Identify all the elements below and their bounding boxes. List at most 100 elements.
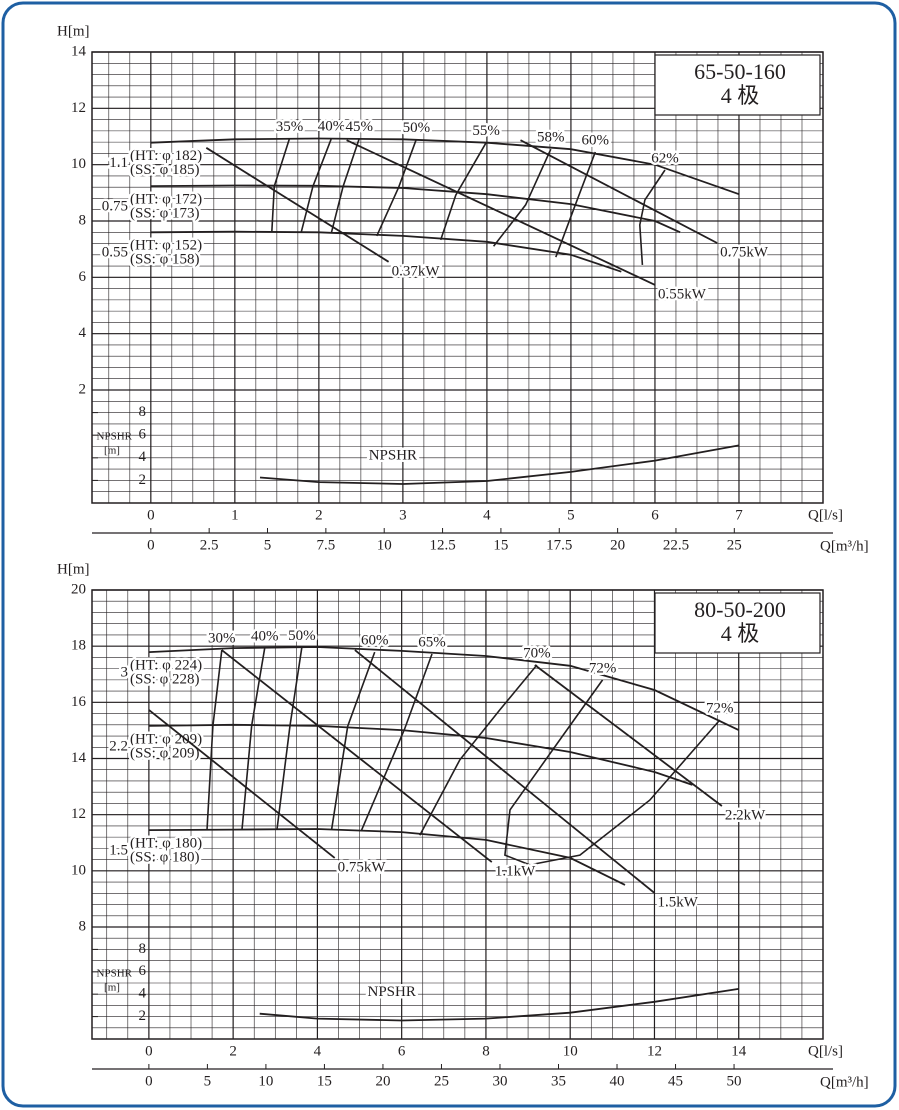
power-label: 2.2kW [725, 807, 766, 823]
efficiency-curve [330, 138, 360, 233]
x-tick-label: 14 [731, 1043, 747, 1059]
x-tick-label: 2 [229, 1043, 237, 1059]
power-label: 0.55kW [658, 286, 707, 302]
x-axis-label: Q[l/s] [808, 507, 843, 523]
head-curve [150, 230, 622, 273]
impeller-label: (HT: φ 172) [130, 192, 202, 208]
x-tick-label: 4 [314, 1043, 322, 1059]
x-tick-label: 7 [735, 507, 743, 523]
efficiency-curve [206, 650, 223, 831]
x2-tick-label: 2.5 [200, 537, 219, 553]
impeller-label: (SS: φ 173) [130, 206, 200, 222]
x2-tick-label: 22.5 [663, 537, 689, 553]
y-tick-label: 20 [71, 581, 86, 597]
y-axis-label: H[m] [57, 561, 90, 577]
impeller-label: (SS: φ 209) [130, 745, 200, 761]
head-curve [148, 646, 740, 731]
x2-tick-label: 7.5 [316, 537, 335, 553]
x2-tick-label: 20 [375, 1073, 390, 1089]
y-tick-label: 18 [71, 638, 86, 654]
y2-axis-unit: [m] [104, 445, 120, 457]
head-curve-label: 0.75 [102, 199, 128, 215]
y2-tick-label: 2 [139, 1008, 147, 1024]
chart-subtitle: 4 极 [721, 83, 760, 108]
power-curve [221, 649, 493, 863]
y-tick-label: 10 [71, 156, 86, 172]
x-tick-label: 0 [145, 1043, 153, 1059]
x-tick-label: 2 [315, 507, 323, 523]
impeller-label: (HT: φ 182) [130, 148, 202, 164]
impeller-label: (HT: φ 224) [130, 658, 202, 674]
efficiency-curve [492, 148, 552, 247]
x2-tick-label: 12.5 [429, 537, 455, 553]
efficiency-curve [241, 647, 266, 830]
y-axis-label: H[m] [57, 23, 90, 39]
head-curve-label: 3 [121, 665, 129, 681]
title-box [654, 54, 821, 116]
power-label: 1.5kW [657, 894, 698, 910]
impeller-label: (HT: φ 180) [130, 836, 202, 852]
y2-tick-label: 4 [139, 986, 147, 1002]
head-curve-label: 0.55 [102, 245, 128, 261]
power-label: 0.75kW [338, 859, 387, 875]
power-curve [354, 649, 656, 894]
impeller-label: (SS: φ 185) [130, 162, 200, 178]
x-tick-label: 1 [231, 507, 239, 523]
head-curve [148, 828, 626, 886]
x-tick-label: 8 [482, 1043, 490, 1059]
x2-tick-label: 15 [317, 1073, 332, 1089]
npshr-label: NPSHR [369, 447, 417, 463]
x2-tick-label: 15 [493, 537, 508, 553]
efficiency-curve [276, 647, 303, 830]
efficiency-label: 50% [403, 120, 431, 136]
head-curve [150, 137, 740, 196]
x-tick-label: 12 [647, 1043, 662, 1059]
efficiency-curve [300, 137, 333, 233]
y-tick-label: 4 [79, 325, 87, 341]
efficiency-label: 60% [582, 132, 610, 148]
efficiency-curve [271, 138, 291, 233]
chart-title: 65-50-160 [694, 59, 786, 84]
x2-tick-label: 25 [434, 1073, 449, 1089]
x2-tick-label: 40 [610, 1073, 625, 1089]
head-curve-label: 1.5 [109, 843, 128, 859]
efficiency-label: 60% [361, 633, 389, 649]
head-curve [148, 723, 693, 786]
x2-tick-label: 45 [668, 1073, 683, 1089]
x-tick-label: 5 [567, 507, 575, 523]
y-tick-label: 12 [71, 100, 86, 116]
y2-axis-label: NPSHR [97, 431, 133, 443]
power-label: 0.37kW [392, 263, 441, 279]
efficiency-label: 72% [706, 700, 734, 716]
impeller-label: (SS: φ 158) [130, 252, 200, 268]
x2-tick-label: 30 [492, 1073, 507, 1089]
x2-axis-label: Q[m³/h] [820, 1074, 869, 1090]
npshr-label: NPSHR [367, 984, 415, 1000]
y-tick-label: 8 [79, 918, 87, 934]
x2-tick-label: 35 [551, 1073, 566, 1089]
efficiency-label: 65% [418, 634, 446, 650]
power-label: 0.75kW [720, 244, 769, 260]
power-curve [534, 664, 723, 807]
chart-title: 80-50-200 [694, 597, 786, 622]
impeller-label: (SS: φ 228) [130, 672, 200, 688]
impeller-label: (HT: φ 209) [130, 731, 202, 747]
y-tick-label: 6 [79, 269, 87, 285]
efficiency-curve [376, 139, 418, 237]
y-tick-label: 8 [79, 212, 87, 228]
y-tick-label: 14 [71, 43, 87, 59]
y-tick-label: 16 [71, 694, 87, 710]
x2-tick-label: 10 [377, 537, 392, 553]
efficiency-label: 58% [537, 130, 565, 146]
efficiency-curve [419, 664, 538, 836]
efficiency-label: 50% [288, 628, 316, 644]
x2-tick-label: 5 [264, 537, 272, 553]
title-box [654, 592, 821, 654]
x2-axis-label: Q[m³/h] [820, 538, 869, 554]
efficiency-curve [504, 679, 604, 866]
power-curve [148, 709, 336, 859]
npshr-curve [259, 988, 739, 1022]
x-tick-label: 4 [483, 507, 491, 523]
